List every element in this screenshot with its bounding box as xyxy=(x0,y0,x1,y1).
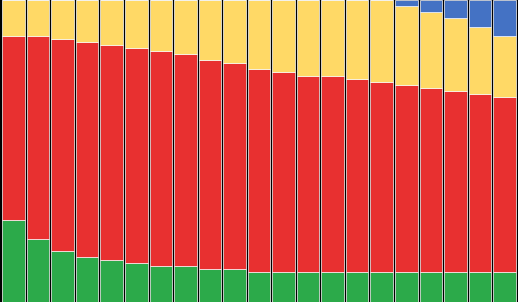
Bar xyxy=(370,0,393,82)
Bar xyxy=(198,269,221,302)
Bar xyxy=(346,79,368,272)
Bar xyxy=(272,72,295,272)
Bar xyxy=(297,76,320,272)
Bar xyxy=(27,239,49,302)
Bar xyxy=(150,266,172,302)
Bar xyxy=(150,51,172,266)
Bar xyxy=(76,257,98,302)
Bar xyxy=(297,272,320,302)
Bar xyxy=(272,0,295,72)
Bar xyxy=(27,36,49,239)
Bar xyxy=(125,48,148,263)
Bar xyxy=(272,272,295,302)
Bar xyxy=(223,269,246,302)
Bar xyxy=(493,36,516,97)
Bar xyxy=(420,272,442,302)
Bar xyxy=(174,0,197,54)
Bar xyxy=(420,88,442,272)
Bar xyxy=(76,0,98,42)
Bar xyxy=(174,266,197,302)
Bar xyxy=(321,76,344,272)
Bar xyxy=(444,272,467,302)
Bar xyxy=(76,42,98,257)
Bar xyxy=(444,18,467,91)
Bar xyxy=(198,0,221,60)
Bar xyxy=(51,0,74,39)
Bar xyxy=(223,63,246,269)
Bar xyxy=(321,0,344,76)
Bar xyxy=(395,6,418,85)
Bar xyxy=(346,272,368,302)
Bar xyxy=(174,54,197,266)
Bar xyxy=(297,0,320,76)
Bar xyxy=(198,60,221,269)
Bar xyxy=(100,45,123,260)
Bar xyxy=(125,263,148,302)
Bar xyxy=(444,0,467,18)
Bar xyxy=(248,69,270,272)
Bar xyxy=(469,272,491,302)
Bar xyxy=(27,0,49,36)
Bar xyxy=(395,85,418,272)
Bar xyxy=(469,94,491,272)
Bar xyxy=(150,0,172,51)
Bar xyxy=(223,0,246,63)
Bar xyxy=(100,260,123,302)
Bar xyxy=(51,251,74,302)
Bar xyxy=(2,36,25,220)
Bar xyxy=(395,0,418,6)
Bar xyxy=(420,12,442,88)
Bar xyxy=(370,82,393,272)
Bar xyxy=(248,0,270,69)
Bar xyxy=(248,272,270,302)
Bar xyxy=(321,272,344,302)
Bar xyxy=(2,0,25,36)
Bar xyxy=(125,0,148,48)
Bar xyxy=(2,220,25,302)
Bar xyxy=(493,97,516,272)
Bar xyxy=(444,91,467,272)
Bar xyxy=(346,0,368,79)
Bar xyxy=(469,27,491,94)
Bar xyxy=(395,272,418,302)
Bar xyxy=(469,0,491,27)
Bar xyxy=(370,272,393,302)
Bar xyxy=(51,39,74,251)
Bar xyxy=(100,0,123,45)
Bar xyxy=(493,272,516,302)
Bar xyxy=(420,0,442,12)
Bar xyxy=(493,0,516,36)
